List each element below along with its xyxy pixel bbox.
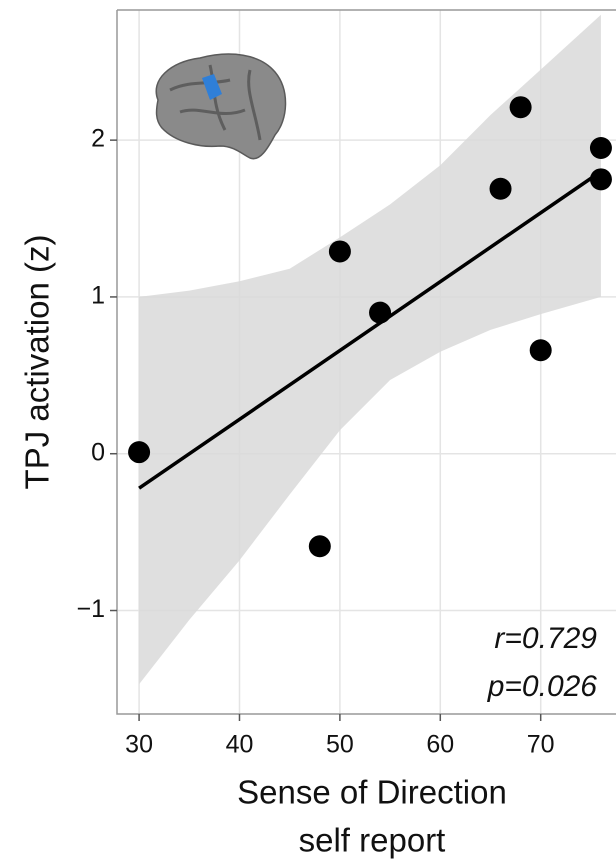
y-tick-label: 0 bbox=[91, 438, 105, 466]
point bbox=[509, 96, 532, 119]
x-axis-label: Sense of Direction bbox=[237, 774, 507, 811]
x-tick-label: 30 bbox=[125, 731, 153, 759]
point bbox=[589, 136, 612, 159]
y-axis-label: TPJ activation (z) bbox=[19, 235, 56, 490]
annotation: p=0.026 bbox=[487, 670, 598, 703]
tpj-region bbox=[202, 74, 222, 100]
brain-inset bbox=[155, 53, 287, 160]
x-axis-label: self report bbox=[299, 822, 446, 859]
point bbox=[308, 535, 331, 558]
x-tick-label: 40 bbox=[226, 731, 254, 759]
annotation: r=0.729 bbox=[494, 622, 597, 655]
point bbox=[589, 168, 612, 191]
point bbox=[529, 339, 552, 362]
y-tick-label: 1 bbox=[91, 282, 105, 310]
point bbox=[489, 177, 512, 200]
regression-line bbox=[138, 170, 602, 490]
plot-area bbox=[128, 14, 612, 685]
point bbox=[128, 441, 151, 464]
x-tick-label: 60 bbox=[426, 731, 454, 759]
brain-sulci bbox=[169, 64, 262, 141]
plot-border bbox=[116, 9, 616, 715]
point bbox=[328, 240, 351, 263]
x-tick-label: 50 bbox=[326, 731, 354, 759]
point bbox=[369, 301, 392, 324]
x-tick-label: 70 bbox=[527, 731, 555, 759]
brain-shape bbox=[155, 53, 287, 160]
y-tick-label: 2 bbox=[91, 125, 105, 153]
confidence-band bbox=[139, 14, 601, 685]
y-tick-label: −1 bbox=[76, 595, 105, 623]
